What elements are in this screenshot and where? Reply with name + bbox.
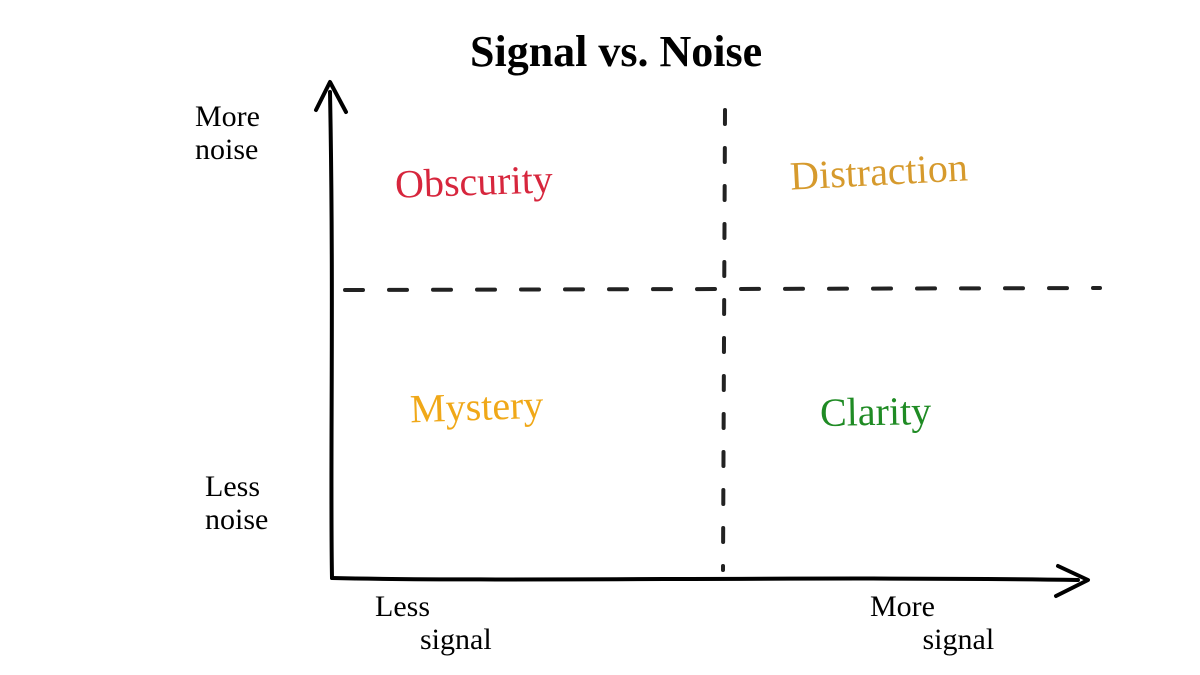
quadrant-top-right: Distraction (789, 145, 969, 198)
quadrant-top-left: Obscurity (394, 157, 553, 206)
quadrant-bottom-right: Clarity (820, 389, 932, 435)
quadrant-diagram: Signal vs. Noise More noise Less noise L… (0, 0, 1200, 675)
chart-title: Signal vs. Noise (470, 28, 762, 76)
y-axis-high-label: More noise (195, 100, 260, 166)
y-axis-line (330, 92, 332, 578)
x-axis-high-label: More signal (870, 590, 994, 656)
y-axis-low-label: Less noise (205, 470, 268, 536)
x-axis-line (332, 578, 1078, 580)
quadrant-bottom-left: Mystery (409, 383, 544, 432)
h-divider (345, 288, 1100, 290)
axes-svg (0, 0, 1200, 675)
x-axis-low-label: Less signal (375, 590, 492, 656)
v-divider (723, 110, 725, 570)
